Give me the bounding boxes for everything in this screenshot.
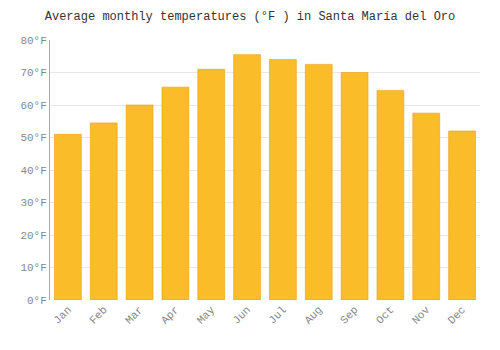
- svg-text:80°F: 80°F: [20, 35, 46, 47]
- svg-text:20°F: 20°F: [20, 230, 46, 242]
- svg-text:Sep: Sep: [338, 304, 360, 326]
- svg-text:Feb: Feb: [87, 304, 109, 326]
- svg-text:Oct: Oct: [374, 304, 396, 326]
- svg-text:60°F: 60°F: [20, 100, 46, 112]
- svg-text:May: May: [195, 304, 218, 327]
- svg-text:Nov: Nov: [410, 304, 433, 327]
- svg-text:Jan: Jan: [51, 304, 73, 326]
- svg-text:0°F: 0°F: [27, 295, 47, 307]
- svg-text:Apr: Apr: [159, 304, 181, 326]
- svg-text:Jun: Jun: [231, 304, 253, 326]
- svg-text:Jul: Jul: [266, 304, 288, 326]
- svg-text:Mar: Mar: [123, 304, 145, 326]
- svg-text:10°F: 10°F: [20, 262, 46, 274]
- svg-text:Dec: Dec: [446, 304, 468, 326]
- svg-text:Average monthly temperatures (: Average monthly temperatures (°F ) in Sa…: [45, 10, 455, 24]
- svg-text:50°F: 50°F: [20, 132, 46, 144]
- svg-text:70°F: 70°F: [20, 67, 46, 79]
- svg-text:30°F: 30°F: [20, 197, 46, 209]
- svg-text:40°F: 40°F: [20, 165, 46, 177]
- svg-text:Aug: Aug: [302, 304, 324, 326]
